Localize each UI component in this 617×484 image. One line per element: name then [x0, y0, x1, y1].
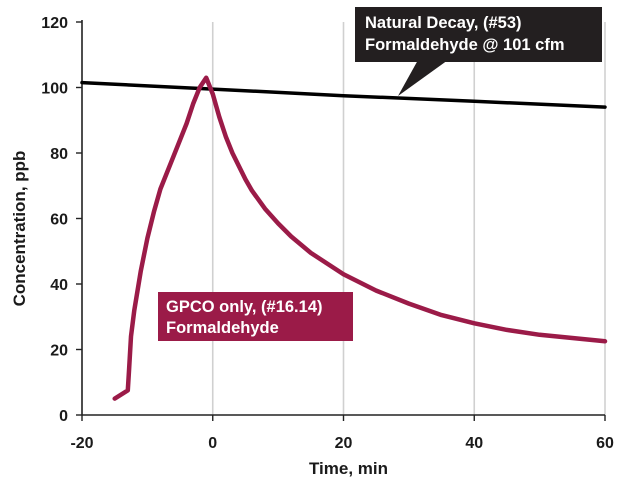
series-line-1 — [112, 75, 608, 401]
series-line-0 — [80, 80, 607, 109]
annotation-gpco-line-0: GPCO only, (#16.14) — [166, 298, 323, 316]
y-tick-label-60: 60 — [50, 212, 68, 229]
y-tick-label-100: 100 — [41, 81, 68, 98]
x-tick-label-0: 0 — [208, 435, 217, 452]
y-axis-title: Concentration, ppb — [10, 151, 29, 307]
x-tick-label-60: 60 — [596, 435, 614, 452]
y-tick-label-0: 0 — [59, 408, 68, 425]
grid-layer — [211, 22, 606, 415]
annotation-natural-decay-box — [355, 7, 602, 62]
annotation-gpco-line-1: Formaldehyde — [166, 319, 279, 337]
annotation-natural-decay-line-0: Natural Decay, (#53) — [365, 14, 522, 32]
y-tick-label-40: 40 — [50, 277, 68, 294]
axis-layer — [76, 20, 606, 421]
x-tick-label-40: 40 — [465, 435, 483, 452]
annotation-layer: Natural Decay, (#53) Formaldehyde @ 101 c… — [158, 7, 602, 341]
annotation-gpco-box — [158, 292, 353, 341]
y-tick-label-80: 80 — [50, 146, 68, 163]
annotation-natural-decay-line-1: Formaldehyde @ 101 cfm — [365, 36, 565, 54]
x-tick-label-20: 20 — [335, 435, 353, 452]
y-tick-label-120: 120 — [41, 15, 68, 32]
series-layer — [80, 75, 608, 401]
x-tick-label--20: -20 — [70, 435, 93, 452]
x-axis-title: Time, min — [309, 459, 388, 478]
annotation-natural-decay-pointer — [398, 60, 448, 96]
y-tick-label-20: 20 — [50, 343, 68, 360]
